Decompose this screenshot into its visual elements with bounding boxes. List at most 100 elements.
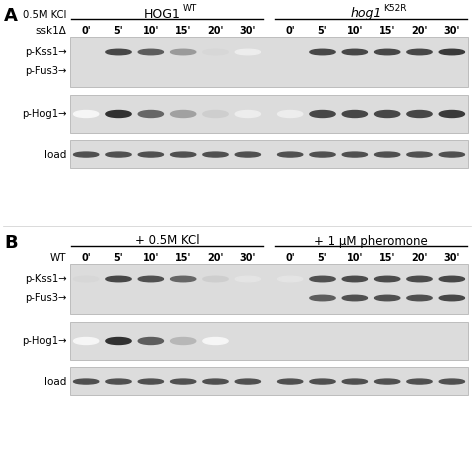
- Bar: [70, 264, 468, 314]
- Text: 15': 15': [379, 26, 395, 36]
- Ellipse shape: [439, 295, 465, 301]
- Text: 20': 20': [411, 253, 428, 262]
- Ellipse shape: [342, 49, 367, 55]
- Text: 10': 10': [346, 253, 363, 262]
- Ellipse shape: [310, 110, 335, 118]
- Ellipse shape: [171, 152, 196, 157]
- Text: 5': 5': [318, 253, 328, 262]
- Ellipse shape: [138, 49, 164, 55]
- Text: A: A: [4, 7, 18, 25]
- Ellipse shape: [203, 49, 228, 55]
- Text: 30': 30': [444, 26, 460, 36]
- Ellipse shape: [407, 276, 432, 282]
- Text: 15': 15': [175, 26, 191, 36]
- Ellipse shape: [310, 49, 335, 55]
- Text: 5': 5': [318, 26, 328, 36]
- Ellipse shape: [106, 276, 131, 282]
- Ellipse shape: [439, 276, 465, 282]
- Ellipse shape: [374, 295, 400, 301]
- Ellipse shape: [235, 379, 260, 384]
- Text: 20': 20': [411, 26, 428, 36]
- Bar: [70, 322, 468, 360]
- Ellipse shape: [278, 152, 303, 157]
- Ellipse shape: [106, 379, 131, 384]
- Ellipse shape: [407, 379, 432, 384]
- Text: hog1: hog1: [350, 8, 382, 20]
- Ellipse shape: [310, 295, 335, 301]
- Text: p-Fus3→: p-Fus3→: [26, 66, 67, 76]
- Ellipse shape: [171, 379, 196, 384]
- Text: K52R: K52R: [383, 5, 407, 14]
- Text: p-Kss1→: p-Kss1→: [26, 274, 67, 284]
- Bar: [70, 95, 468, 133]
- Ellipse shape: [73, 337, 99, 345]
- Text: 0': 0': [82, 253, 91, 262]
- Ellipse shape: [138, 152, 164, 157]
- Ellipse shape: [342, 152, 367, 157]
- Bar: [70, 37, 468, 87]
- Ellipse shape: [73, 152, 99, 157]
- Text: WT: WT: [183, 5, 197, 14]
- Text: 0': 0': [285, 26, 295, 36]
- Ellipse shape: [138, 337, 164, 345]
- Ellipse shape: [235, 152, 260, 157]
- Text: 15': 15': [175, 253, 191, 262]
- Ellipse shape: [235, 110, 260, 118]
- Ellipse shape: [203, 110, 228, 118]
- Ellipse shape: [73, 276, 99, 282]
- Text: 20': 20': [207, 253, 224, 262]
- Ellipse shape: [342, 295, 367, 301]
- Text: p-Kss1→: p-Kss1→: [26, 47, 67, 57]
- Ellipse shape: [203, 276, 228, 282]
- Ellipse shape: [106, 337, 131, 345]
- Ellipse shape: [439, 379, 465, 384]
- Text: 0': 0': [285, 253, 295, 262]
- Text: 5': 5': [114, 26, 123, 36]
- Text: B: B: [4, 234, 18, 252]
- Text: 30': 30': [444, 253, 460, 262]
- Ellipse shape: [374, 110, 400, 118]
- Ellipse shape: [310, 276, 335, 282]
- Ellipse shape: [171, 337, 196, 345]
- Ellipse shape: [374, 49, 400, 55]
- Ellipse shape: [374, 152, 400, 157]
- Text: p-Hog1→: p-Hog1→: [22, 109, 67, 119]
- Text: + 0.5M KCl: + 0.5M KCl: [135, 235, 199, 248]
- Ellipse shape: [203, 152, 228, 157]
- Ellipse shape: [407, 110, 432, 118]
- Ellipse shape: [106, 49, 131, 55]
- Bar: [70, 367, 468, 395]
- Ellipse shape: [203, 379, 228, 384]
- Ellipse shape: [171, 276, 196, 282]
- Ellipse shape: [171, 49, 196, 55]
- Text: 30': 30': [240, 26, 256, 36]
- Ellipse shape: [73, 110, 99, 118]
- Ellipse shape: [106, 110, 131, 118]
- Ellipse shape: [73, 379, 99, 384]
- Ellipse shape: [342, 276, 367, 282]
- Text: 10': 10': [346, 26, 363, 36]
- Ellipse shape: [138, 276, 164, 282]
- Ellipse shape: [374, 379, 400, 384]
- Text: 30': 30': [240, 253, 256, 262]
- Text: + 1 μM pheromone: + 1 μM pheromone: [314, 235, 428, 248]
- Ellipse shape: [374, 276, 400, 282]
- Text: 15': 15': [379, 253, 395, 262]
- Ellipse shape: [407, 152, 432, 157]
- Ellipse shape: [342, 379, 367, 384]
- Ellipse shape: [278, 276, 303, 282]
- Text: 0.5M KCl: 0.5M KCl: [23, 10, 66, 20]
- Text: HOG1: HOG1: [144, 8, 181, 20]
- Text: 0': 0': [82, 26, 91, 36]
- Ellipse shape: [342, 110, 367, 118]
- Text: p-Hog1→: p-Hog1→: [22, 336, 67, 346]
- Ellipse shape: [278, 110, 303, 118]
- Text: 20': 20': [207, 26, 224, 36]
- Ellipse shape: [171, 110, 196, 118]
- Ellipse shape: [439, 110, 465, 118]
- Text: load: load: [44, 377, 66, 387]
- Ellipse shape: [310, 379, 335, 384]
- Ellipse shape: [138, 379, 164, 384]
- Text: 10': 10': [143, 26, 159, 36]
- Bar: [70, 140, 468, 168]
